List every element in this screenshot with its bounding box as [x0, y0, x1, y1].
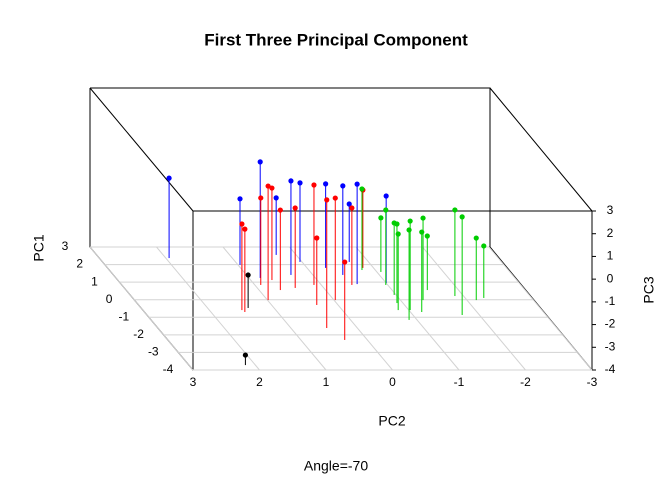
y-tick-label: 0	[106, 292, 113, 306]
point	[349, 205, 355, 211]
point	[314, 235, 320, 241]
point	[424, 233, 430, 239]
point	[242, 226, 248, 232]
y-axis-label: PC1	[31, 234, 47, 261]
box-edge	[489, 87, 593, 212]
point	[257, 159, 263, 165]
point	[245, 272, 251, 278]
point	[288, 178, 294, 184]
z-tick-label: -3	[605, 339, 616, 353]
point	[378, 215, 384, 221]
point	[481, 243, 487, 249]
y-tick-label: -2	[133, 327, 144, 341]
chart-title: First Three Principal Component	[204, 30, 468, 49]
point	[407, 218, 413, 224]
grid-line	[289, 246, 393, 371]
y-tick-label: -3	[148, 345, 159, 359]
x-tick-label: 3	[190, 375, 197, 389]
grid-line	[89, 246, 194, 371]
point	[166, 175, 172, 181]
point	[406, 227, 412, 233]
grid-line	[156, 246, 260, 371]
point	[269, 185, 275, 191]
subtitle: Angle=-70	[304, 458, 368, 474]
point	[265, 183, 271, 189]
x-tick-label: 2	[256, 375, 263, 389]
grid-line	[222, 246, 327, 371]
point	[394, 221, 400, 227]
point	[292, 205, 298, 211]
grid-line	[355, 246, 460, 371]
x-tick-label: -1	[454, 375, 465, 389]
z-axis-label: PC3	[641, 276, 657, 303]
y-tick-label: -4	[163, 362, 174, 376]
point	[324, 197, 330, 203]
point	[340, 183, 346, 189]
point	[332, 195, 338, 201]
x-tick-label: -3	[587, 375, 598, 389]
z-tick-label: 2	[607, 226, 614, 240]
point	[311, 182, 317, 188]
point	[459, 214, 465, 220]
y-tick-label: 1	[91, 274, 98, 288]
y-tick-label: 2	[76, 257, 83, 271]
point	[258, 195, 264, 201]
box-edge	[89, 87, 194, 212]
y-tick-label: 3	[62, 239, 69, 253]
point	[354, 181, 360, 187]
z-tick-label: 1	[607, 249, 614, 263]
point	[359, 186, 365, 192]
y-tick-label: -1	[119, 309, 130, 323]
point	[239, 221, 245, 227]
point	[323, 181, 329, 187]
z-tick-label: -4	[605, 362, 616, 376]
point	[346, 201, 352, 207]
point	[242, 352, 249, 358]
point	[273, 195, 279, 201]
z-tick-label: 0	[607, 271, 614, 285]
point	[342, 259, 348, 265]
z-tick-label: -1	[605, 294, 616, 308]
grid-line	[488, 246, 593, 371]
x-tick-label: 1	[323, 375, 330, 389]
z-tick-label: 3	[607, 203, 614, 217]
point	[452, 207, 458, 213]
grid-line	[422, 246, 526, 371]
point	[419, 229, 425, 235]
x-axis-label: PC2	[378, 413, 405, 429]
x-tick-label: 0	[389, 375, 396, 389]
point	[277, 207, 283, 213]
point	[383, 193, 389, 199]
point	[420, 215, 426, 221]
x-tick-label: -2	[520, 375, 531, 389]
point	[395, 231, 401, 237]
point	[237, 196, 243, 202]
point	[297, 180, 303, 186]
point	[383, 207, 389, 213]
point	[473, 235, 479, 241]
z-tick-label: -2	[605, 317, 616, 331]
